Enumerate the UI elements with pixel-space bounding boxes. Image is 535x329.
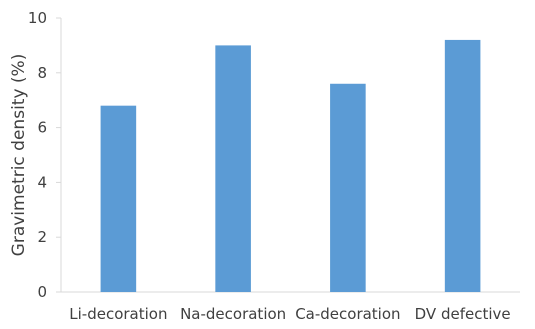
y-tick-label: 6 [37,119,47,137]
y-tick-label: 0 [37,283,47,301]
y-axis-ticks: 0 2 4 6 8 10 [28,9,61,301]
y-tick-label: 4 [37,173,47,191]
x-tick-label: Li-decoration [69,305,167,323]
plot-area [60,18,520,293]
bar-ca-decoration [330,83,366,292]
y-tick-label: 8 [37,64,47,82]
bar-dv-defective [444,39,481,292]
bar-na-decoration [215,45,251,293]
x-tick-label: DV defective [415,305,511,323]
x-tick-label: Na-decoration [180,305,286,323]
x-axis-ticks: Li-decoration Na-decoration Ca-decoration D… [69,305,510,323]
y-axis-label: Gravimetric density (%) [9,54,29,257]
y-tick-label: 10 [28,9,47,27]
x-tick-label: Ca-decoration [295,305,400,323]
y-tick-label: 2 [37,228,47,246]
bar-li-decoration [100,105,137,293]
